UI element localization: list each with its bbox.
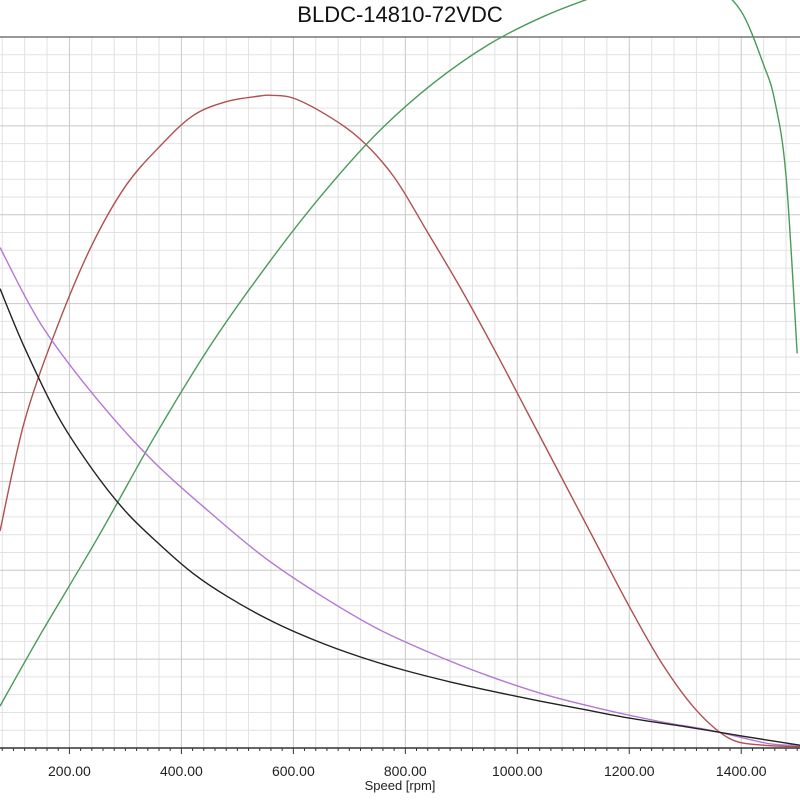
x-tick-label: 400.00: [160, 763, 203, 779]
x-tick-label: 800.00: [384, 763, 427, 779]
series-line-3: [0, 247, 800, 746]
series-line-1: [0, 94, 800, 748]
x-tick-label: 1000.00: [492, 763, 543, 779]
series-line-2: [0, 0, 798, 707]
x-tick-label: 1200.00: [604, 763, 655, 779]
x-axis-label: Speed [rpm]: [364, 778, 436, 793]
x-tick-label: 1400.00: [716, 763, 767, 779]
x-axis-tick-labels: 200.00 400.00 600.00 800.00 1000.00 1200.00 14…: [48, 763, 767, 779]
series-line-4: [0, 288, 800, 746]
x-tick-label: 200.00: [48, 763, 91, 779]
x-tick-label: 600.00: [272, 763, 315, 779]
chart-title: BLDC-14810-72VDC: [297, 2, 503, 27]
series-lines: [0, 0, 800, 748]
x-axis-ticks: [1, 748, 798, 754]
